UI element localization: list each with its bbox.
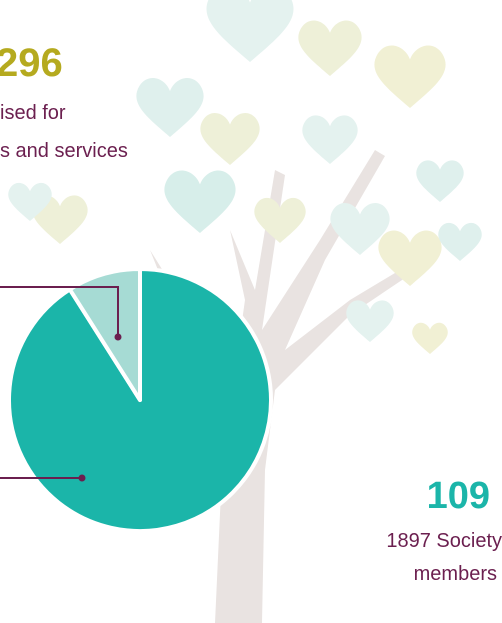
page: {"chart_data": {"type": "pie", "categori… [0,0,502,623]
heart [298,20,361,76]
leader-dot [79,475,86,482]
infographic: 296 ised for s and services 109 1897 Soc… [0,0,502,623]
heart [346,300,393,342]
heart [302,115,357,164]
stat-caption: s and services [0,140,128,162]
heart [164,171,235,233]
heart [374,46,445,108]
stat-caption: 1897 Society [386,530,502,552]
stat-caption: ised for [0,102,66,124]
stat-number: 109 [427,475,490,517]
stat-caption: members [414,563,497,585]
leader-dot [115,334,122,341]
heart [412,323,448,354]
pie-chart [9,269,271,531]
heart [206,0,293,62]
heart [438,223,482,261]
stat-number: 296 [0,41,63,85]
heart [136,78,203,137]
heart [200,113,259,165]
heart [416,160,463,202]
